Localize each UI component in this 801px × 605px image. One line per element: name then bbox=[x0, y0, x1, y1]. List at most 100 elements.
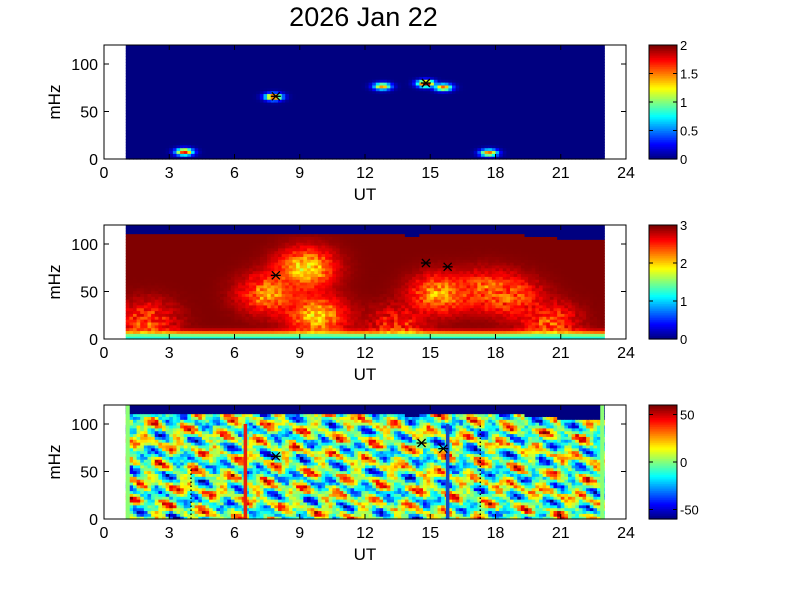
heatmap-cell bbox=[136, 102, 141, 106]
heatmap-cell bbox=[125, 50, 130, 55]
heatmap-cell bbox=[133, 73, 138, 77]
heatmap-cell bbox=[230, 84, 236, 89]
heatmap-cell bbox=[401, 84, 406, 89]
heatmap-cell bbox=[296, 124, 301, 129]
heatmap-cell bbox=[133, 104, 138, 109]
heatmap-cell bbox=[191, 153, 196, 157]
heatmap-cell bbox=[408, 50, 413, 55]
heatmap-cell bbox=[339, 62, 344, 66]
heatmap-cell bbox=[390, 59, 395, 63]
heatmap-cell bbox=[259, 119, 265, 123]
heatmap-cell bbox=[176, 64, 181, 69]
heatmap-cell bbox=[154, 153, 159, 157]
heatmap-cell bbox=[325, 127, 330, 132]
heatmap-cell bbox=[249, 93, 254, 97]
heatmap-cell bbox=[361, 87, 366, 92]
heatmap-cell bbox=[357, 45, 362, 49]
heatmap-cell bbox=[263, 102, 268, 106]
heatmap-cell bbox=[209, 76, 214, 80]
heatmap-cell bbox=[133, 141, 138, 146]
heatmap-cell bbox=[165, 116, 170, 120]
heatmap-cell bbox=[281, 121, 286, 126]
heatmap-cell bbox=[245, 87, 250, 92]
heatmap-cell bbox=[394, 93, 399, 97]
heatmap-cell bbox=[317, 153, 323, 157]
heatmap-cell bbox=[143, 64, 149, 69]
heatmap-cell bbox=[259, 127, 265, 132]
heatmap-cell bbox=[415, 121, 420, 126]
heatmap-cell bbox=[169, 110, 174, 114]
heatmap-cell bbox=[397, 130, 402, 134]
heatmap-cell bbox=[180, 156, 185, 160]
heatmap-cell bbox=[281, 147, 286, 152]
heatmap-cell bbox=[154, 102, 159, 106]
heatmap-cell bbox=[212, 133, 217, 137]
heatmap-cell bbox=[307, 82, 312, 86]
heatmap-cell bbox=[394, 124, 399, 129]
heatmap-cell bbox=[303, 47, 308, 52]
heatmap-cell bbox=[346, 102, 352, 106]
heatmap-cell bbox=[249, 150, 254, 154]
heatmap-cell bbox=[234, 113, 239, 117]
heatmap-cell bbox=[187, 116, 192, 120]
heatmap-cell bbox=[140, 59, 145, 63]
heatmap-cell bbox=[354, 136, 359, 140]
heatmap-cell bbox=[310, 147, 315, 152]
heatmap-cell bbox=[397, 104, 402, 109]
heatmap-cell bbox=[274, 153, 279, 157]
heatmap-cell bbox=[147, 76, 152, 80]
heatmap-cell bbox=[129, 130, 134, 134]
heatmap-cell bbox=[415, 45, 420, 49]
heatmap-cell bbox=[285, 133, 290, 137]
heatmap-cell bbox=[375, 121, 381, 126]
heatmap-cell bbox=[154, 150, 159, 154]
heatmap-cell bbox=[307, 59, 312, 63]
heatmap-cell bbox=[267, 116, 272, 120]
heatmap-cell bbox=[368, 102, 373, 106]
heatmap-cell bbox=[350, 99, 355, 103]
heatmap-cell bbox=[180, 62, 185, 66]
heatmap-cell bbox=[212, 119, 217, 123]
heatmap-cell bbox=[288, 150, 294, 154]
heatmap-cell bbox=[278, 107, 283, 112]
heatmap-cell bbox=[325, 96, 330, 100]
heatmap-cell bbox=[129, 64, 134, 69]
heatmap-cell bbox=[241, 50, 246, 55]
heatmap-cell bbox=[133, 84, 138, 89]
heatmap-cell bbox=[325, 113, 330, 117]
heatmap-cell bbox=[365, 153, 370, 157]
heatmap-cell bbox=[332, 102, 337, 106]
heatmap-cell bbox=[259, 84, 265, 89]
heatmap-cell bbox=[245, 84, 250, 89]
heatmap-cell bbox=[292, 99, 297, 103]
heatmap-cell bbox=[172, 144, 178, 149]
heatmap-cell bbox=[205, 104, 210, 109]
heatmap-cell bbox=[205, 124, 210, 129]
heatmap-cell bbox=[201, 127, 207, 132]
heatmap-cell bbox=[165, 96, 170, 100]
heatmap-cell bbox=[252, 56, 257, 60]
heatmap-cell bbox=[234, 150, 239, 154]
heatmap-cell bbox=[303, 64, 308, 69]
heatmap-cell bbox=[343, 96, 348, 100]
heatmap-cell bbox=[426, 104, 431, 109]
heatmap-cell bbox=[325, 70, 330, 75]
heatmap-cell bbox=[223, 50, 228, 55]
heatmap-cell bbox=[267, 110, 272, 114]
heatmap-cell bbox=[172, 47, 178, 52]
heatmap-cell bbox=[325, 99, 330, 103]
heatmap-cell bbox=[375, 56, 381, 60]
heatmap-cell bbox=[339, 121, 344, 126]
heatmap-cell bbox=[172, 87, 178, 92]
heatmap-cell bbox=[299, 56, 304, 60]
heatmap-cell bbox=[288, 73, 294, 77]
heatmap-cell bbox=[143, 82, 149, 86]
heatmap-cell bbox=[227, 133, 232, 137]
heatmap-cell bbox=[307, 133, 312, 137]
heatmap-cell bbox=[263, 79, 268, 83]
heatmap-cell bbox=[241, 99, 246, 103]
heatmap-cell bbox=[183, 79, 188, 83]
heatmap-cell bbox=[365, 150, 370, 154]
heatmap-cell bbox=[357, 56, 362, 60]
heatmap-cell bbox=[252, 110, 257, 114]
